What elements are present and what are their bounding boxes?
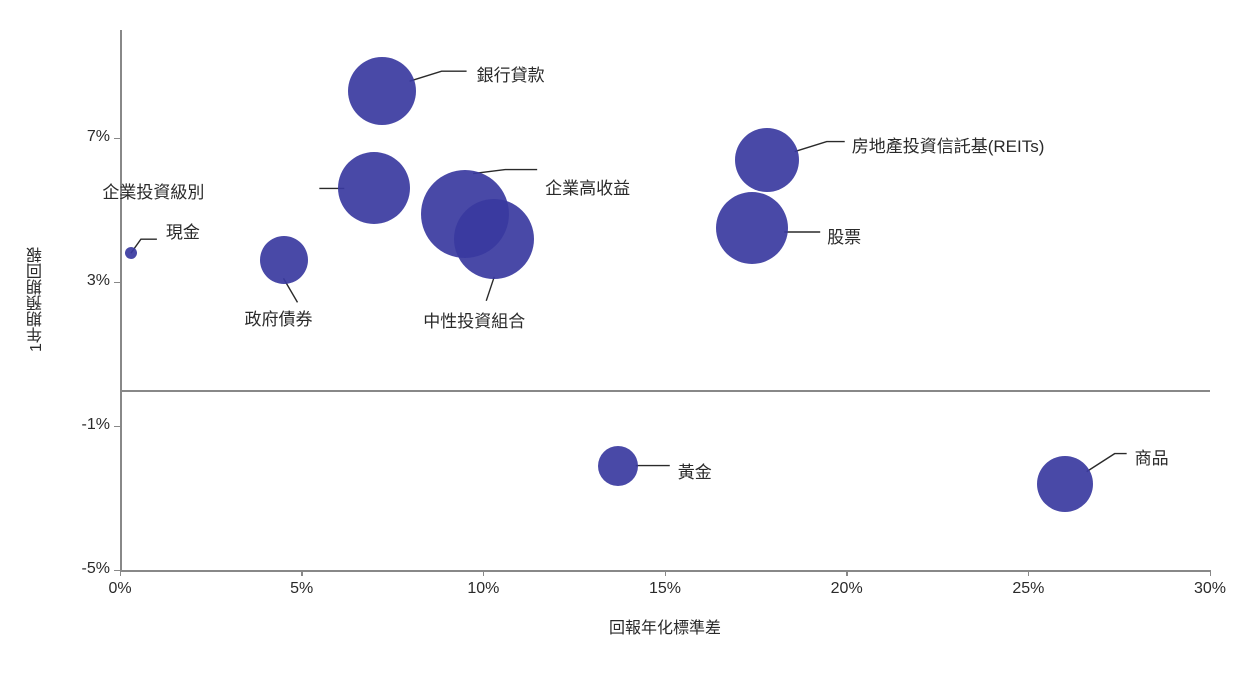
y-tick-label: 7% [70, 128, 110, 146]
y-axis-line [120, 30, 122, 570]
bubble-bank_loan [348, 57, 416, 125]
bubble-label-cash: 現金 [166, 218, 200, 243]
y-tick-label: 3% [70, 272, 110, 290]
leader-reits [795, 142, 845, 152]
x-tick-mark [301, 570, 303, 576]
bubble-equity [716, 192, 788, 264]
x-tick-mark [1028, 570, 1030, 576]
x-tick-label: 0% [95, 580, 145, 598]
plot-area: -5%-1%3%7%0%5%10%15%20%25%30%現金政府債券企業投資級… [120, 30, 1210, 570]
y-tick-mark [114, 426, 120, 428]
x-axis-title: 回報年化標準差 [120, 614, 1210, 638]
bubble-label-corp_ig: 企業投資級別 [4, 178, 204, 203]
leader-neutral [486, 277, 494, 301]
bubble-reits [735, 128, 799, 192]
bubble-label-neutral: 中性投資組合 [394, 307, 554, 332]
x-tick-mark [120, 570, 122, 576]
x-tick-mark [1210, 570, 1212, 576]
y-axis-title: 1年期預期回報 [25, 230, 49, 370]
bubble-label-bank_loan: 銀行貸款 [477, 61, 545, 86]
y-tick-mark [114, 282, 120, 284]
bubble-chart: -5% -1% 3% 7% 0% 5% 10% 15% 20% 25% 30% 現金政府債券 企業投資級… [0, 0, 1248, 700]
bubble-label-equity: 股票 [827, 223, 861, 248]
x-tick-label: 10% [458, 580, 508, 598]
bubble-gov_bond [260, 236, 308, 284]
bubble-label-commodity: 商品 [1135, 444, 1169, 469]
leader-commodity [1087, 454, 1127, 472]
bubble-commodity [1037, 456, 1093, 512]
bubble-label-reits: 房地產投資信託基(REITs) [852, 132, 1045, 157]
x-tick-label: 5% [277, 580, 327, 598]
zero-line [120, 390, 1210, 392]
x-tick-mark [846, 570, 848, 576]
bubble-corp_ig [338, 152, 410, 224]
bubble-label-corp_hy: 企業高收益 [545, 174, 630, 199]
x-tick-label: 30% [1185, 580, 1235, 598]
x-tick-mark [665, 570, 667, 576]
bubble-gold [598, 446, 638, 486]
y-tick-label: -5% [70, 560, 110, 578]
bubble-neutral [454, 199, 534, 279]
y-tick-label: -1% [70, 416, 110, 434]
bubble-cash [125, 247, 137, 259]
x-tick-label: 20% [822, 580, 872, 598]
x-tick-label: 25% [1003, 580, 1053, 598]
x-tick-label: 15% [640, 580, 690, 598]
bubble-label-gov_bond: 政府債券 [199, 305, 359, 330]
leader-bank_loan [410, 71, 467, 81]
bubble-label-gold: 黃金 [678, 458, 712, 483]
y-tick-mark [114, 138, 120, 140]
x-tick-mark [483, 570, 485, 576]
